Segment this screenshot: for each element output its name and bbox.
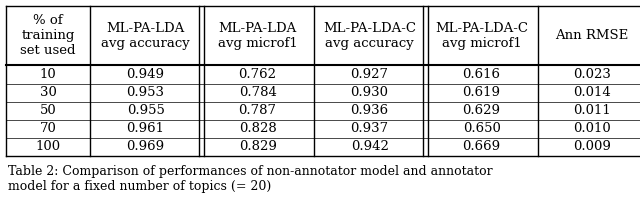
Text: 0.010: 0.010: [573, 122, 611, 135]
Text: 0.828: 0.828: [239, 122, 276, 135]
Text: 0.616: 0.616: [463, 68, 500, 81]
Text: 0.787: 0.787: [239, 104, 276, 117]
Text: 0.014: 0.014: [573, 86, 611, 99]
Text: 100: 100: [35, 140, 61, 153]
Text: Table 2: Comparison of performances of non-annotator model and annotator
model f: Table 2: Comparison of performances of n…: [8, 165, 492, 193]
Text: ML-PA-LDA
avg accuracy: ML-PA-LDA avg accuracy: [101, 22, 190, 50]
Text: 0.937: 0.937: [351, 122, 388, 135]
Text: % of
training
set used: % of training set used: [20, 14, 76, 57]
Text: 50: 50: [40, 104, 56, 117]
Text: ML-PA-LDA
avg microf1: ML-PA-LDA avg microf1: [218, 22, 298, 50]
Text: 0.936: 0.936: [351, 104, 388, 117]
Text: 0.009: 0.009: [573, 140, 611, 153]
Text: 0.955: 0.955: [127, 104, 164, 117]
Text: Ann RMSE: Ann RMSE: [556, 29, 628, 42]
Text: 70: 70: [40, 122, 56, 135]
Text: 0.023: 0.023: [573, 68, 611, 81]
Text: 0.650: 0.650: [463, 122, 500, 135]
Text: ML-PA-LDA-C
avg microf1: ML-PA-LDA-C avg microf1: [435, 22, 528, 50]
Text: 0.961: 0.961: [127, 122, 164, 135]
Text: 0.953: 0.953: [127, 86, 164, 99]
Text: 0.949: 0.949: [127, 68, 164, 81]
Text: ML-PA-LDA-C
avg accuracy: ML-PA-LDA-C avg accuracy: [323, 22, 416, 50]
Text: 0.629: 0.629: [463, 104, 500, 117]
Text: 0.762: 0.762: [239, 68, 276, 81]
Text: 0.930: 0.930: [351, 86, 388, 99]
Text: 10: 10: [40, 68, 56, 81]
Text: 0.619: 0.619: [463, 86, 500, 99]
Text: 0.829: 0.829: [239, 140, 276, 153]
Text: 0.011: 0.011: [573, 104, 611, 117]
Text: 30: 30: [40, 86, 56, 99]
Text: 0.969: 0.969: [127, 140, 164, 153]
Text: 0.927: 0.927: [351, 68, 388, 81]
Text: 0.669: 0.669: [463, 140, 500, 153]
Text: 0.942: 0.942: [351, 140, 388, 153]
Text: 0.784: 0.784: [239, 86, 276, 99]
